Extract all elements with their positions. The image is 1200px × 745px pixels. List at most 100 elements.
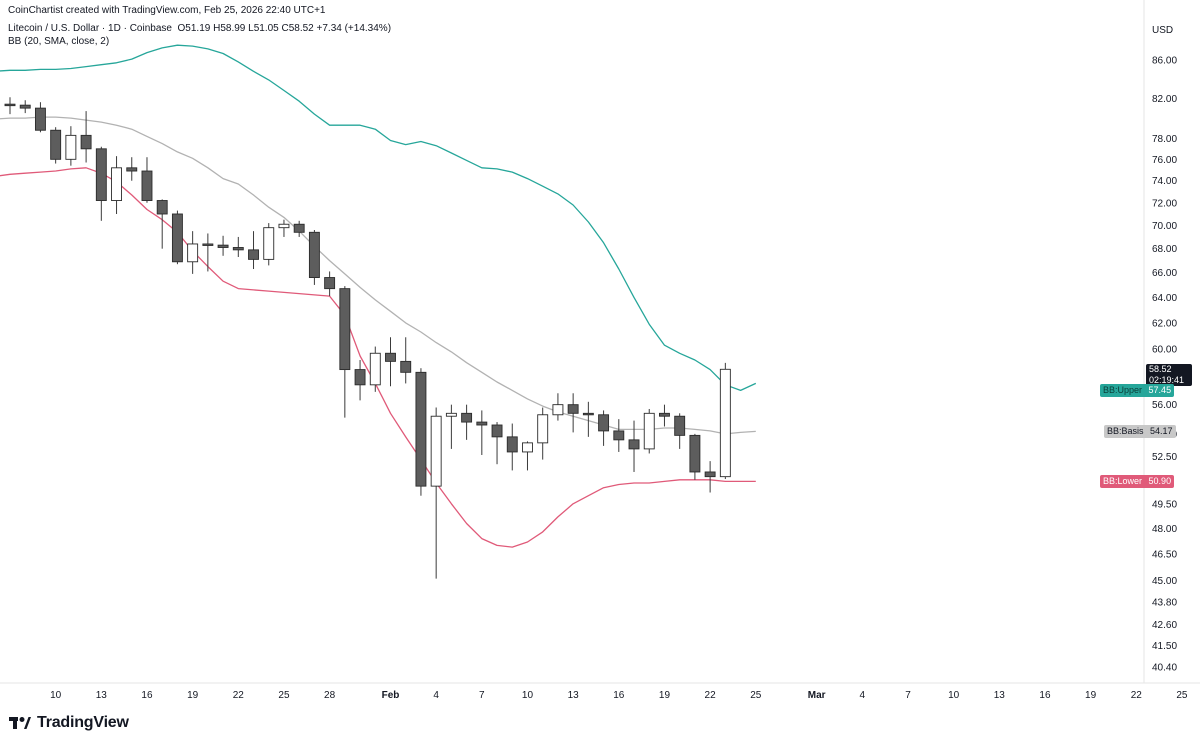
candle[interactable]: [643, 408, 655, 454]
candle-body: [537, 414, 549, 444]
candle-body: [217, 244, 229, 248]
candle[interactable]: [65, 126, 77, 166]
candle[interactable]: [689, 433, 701, 480]
symbol-legend[interactable]: Litecoin / U.S. Dollar · 1D · Coinbase O…: [8, 23, 391, 34]
candle[interactable]: [369, 346, 381, 392]
time-tick-label: 4: [860, 690, 866, 701]
candle[interactable]: [613, 419, 625, 452]
candle[interactable]: [141, 157, 153, 203]
last-price-value: 58.52: [1149, 364, 1172, 374]
bb-lower-label: BB:Lower: [1103, 476, 1143, 486]
price-tick-label: 68.00: [1152, 244, 1177, 255]
candle[interactable]: [324, 271, 336, 297]
candle-body: [187, 243, 199, 263]
candle[interactable]: [354, 360, 366, 401]
candle-body: [339, 288, 351, 371]
ohlc-values: O51.19 H58.99 L51.05 C58.52 +7.34 (+14.3…: [177, 23, 392, 34]
candle-body: [476, 421, 488, 426]
candle[interactable]: [19, 100, 31, 114]
time-tick-label: 13: [568, 690, 580, 701]
time-tick-label: 19: [187, 690, 199, 701]
candle[interactable]: [293, 220, 305, 237]
candle-body: [141, 170, 153, 201]
indicator-legend[interactable]: BB (20, SMA, close, 2): [8, 36, 110, 47]
candle-body: [400, 360, 412, 373]
candle[interactable]: [202, 233, 214, 272]
candle[interactable]: [385, 337, 396, 387]
time-tick-label: 16: [141, 690, 153, 701]
price-tick-label: 56.00: [1152, 400, 1177, 411]
candle-body: [674, 415, 686, 436]
candle[interactable]: [476, 410, 488, 455]
candle[interactable]: [461, 404, 473, 440]
candle[interactable]: [339, 286, 351, 418]
candle[interactable]: [4, 97, 16, 115]
candle[interactable]: [248, 231, 259, 270]
candle[interactable]: [537, 407, 549, 460]
candle-body: [522, 442, 533, 453]
candle[interactable]: [156, 199, 168, 249]
candle[interactable]: [171, 210, 183, 265]
candle[interactable]: [445, 404, 457, 449]
time-tick-label: 16: [1039, 690, 1051, 701]
price-tick-label: 45.00: [1152, 576, 1177, 587]
time-tick-label: 10: [50, 690, 62, 701]
candle[interactable]: [674, 413, 686, 449]
candle[interactable]: [522, 441, 533, 471]
candle[interactable]: [415, 368, 427, 496]
candle-body: [34, 107, 46, 131]
symbol-name: Litecoin / U.S. Dollar · 1D · Coinbase: [8, 23, 172, 34]
candle[interactable]: [187, 231, 199, 274]
bb-upper-label: BB:Upper: [1103, 385, 1143, 395]
candle[interactable]: [50, 127, 62, 164]
candle[interactable]: [552, 393, 564, 421]
candle[interactable]: [34, 102, 46, 133]
currency-label: USD: [1152, 25, 1173, 36]
candle[interactable]: [111, 156, 122, 214]
candle[interactable]: [582, 401, 594, 437]
time-tick-label: 22: [705, 690, 717, 701]
bb-basis-value: 54.17: [1150, 426, 1173, 436]
candle[interactable]: [628, 420, 640, 472]
candle[interactable]: [430, 407, 442, 579]
candle[interactable]: [278, 219, 290, 237]
candle[interactable]: [598, 410, 610, 446]
candle[interactable]: [704, 461, 716, 493]
price-tick-label: 64.00: [1152, 293, 1177, 304]
candle[interactable]: [308, 229, 320, 285]
candle-body: [385, 352, 396, 362]
chart-credit: CoinChartist created with TradingView.co…: [8, 5, 326, 16]
candle-body: [171, 213, 183, 263]
candle-body: [293, 223, 305, 233]
candle[interactable]: [567, 393, 579, 433]
tradingview-logo[interactable]: TradingView: [9, 714, 129, 732]
time-axis[interactable]: 10 13 16 19 22 25 28 Feb 4 7 10 13 16 19 22 25 Mar 4 7 10 13…: [50, 690, 1188, 701]
bb-upper-line: [0, 44, 757, 392]
candle[interactable]: [400, 337, 412, 384]
candle[interactable]: [263, 223, 275, 266]
candle[interactable]: [506, 423, 518, 471]
candle-body: [552, 404, 564, 416]
bb-upper-tag: BB:Upper 57.45: [1100, 384, 1175, 397]
candle[interactable]: [659, 404, 670, 427]
candle[interactable]: [95, 146, 107, 221]
candle[interactable]: [719, 362, 731, 480]
price-tick-label: 82.00: [1152, 94, 1177, 105]
candle-body: [582, 412, 594, 416]
bb-lower-line: [0, 167, 756, 548]
candle-body: [4, 103, 16, 107]
candle-body: [491, 424, 503, 438]
price-tick-label: 78.00: [1152, 134, 1177, 145]
time-tick-label: 28: [324, 690, 336, 701]
candle[interactable]: [491, 422, 503, 465]
time-tick-label: Mar: [808, 690, 826, 701]
time-tick-label: 16: [613, 690, 625, 701]
candle[interactable]: [232, 236, 244, 257]
candlesticks[interactable]: [4, 97, 731, 579]
candle-body: [278, 223, 290, 229]
candle[interactable]: [80, 111, 92, 163]
candle[interactable]: [126, 157, 138, 181]
time-tick-label: 10: [522, 690, 534, 701]
candle[interactable]: [217, 235, 229, 256]
